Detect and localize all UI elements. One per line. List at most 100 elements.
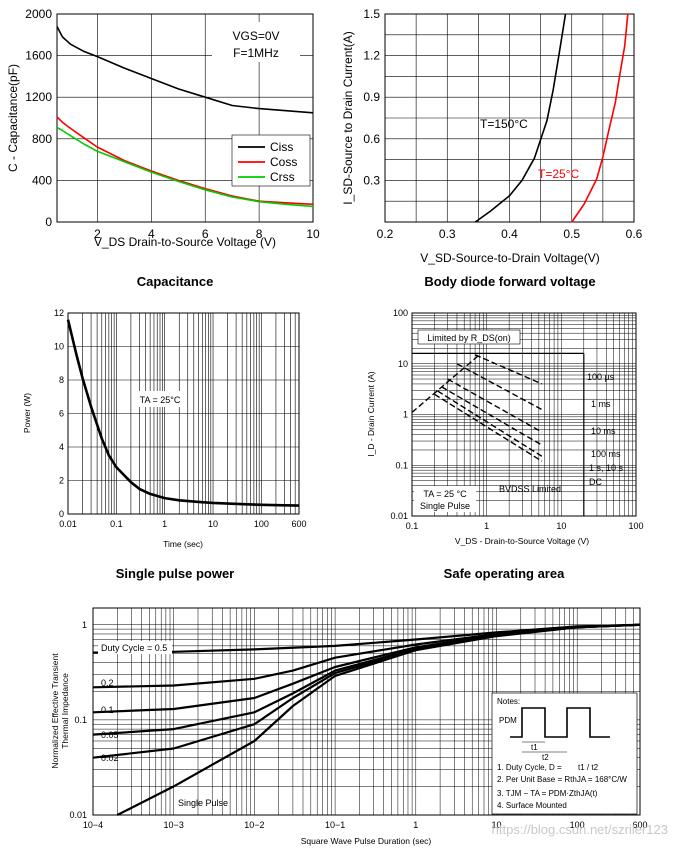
- soa-xtick-label: 100: [628, 521, 643, 531]
- diode-ylabel: I_SD-Source to Drain Current(A): [341, 31, 355, 204]
- soa-label-100us: 100 µs: [587, 372, 615, 382]
- pulse-ytick-label: 12: [54, 308, 64, 318]
- diode-title: Body diode forward voltage: [424, 274, 595, 289]
- soa-xtick-label: 0.1: [406, 521, 419, 531]
- pulse-xtick-label: 1: [162, 519, 167, 529]
- cap-ytick-label: 800: [32, 132, 52, 146]
- cap-ticks: 2 4 6 8 10 0 400 800 1200 1600 2000: [25, 7, 320, 241]
- notes-title: Notes:: [497, 697, 520, 706]
- cap-xtick-label: 2: [94, 227, 101, 241]
- diode-xlabel: V_SD-Source-to-Drain Voltage(V): [420, 251, 599, 265]
- pulse-xlabel: Time (sec): [163, 539, 203, 549]
- notes-line-4: 4. Surface Mounted: [497, 801, 567, 810]
- soa-rds-label: Limited by R_DS(on): [427, 333, 511, 343]
- thermal-label-05: Duty Cycle = 0.5: [101, 643, 167, 653]
- thermal-xtick-label: 10−2: [244, 820, 264, 830]
- cap-xlabel: V_DS Drain-to-Source Voltage (V): [94, 235, 276, 249]
- pulse-ytick-label: 2: [59, 476, 64, 486]
- cap-ylabel: C - Capacitance(pF): [6, 64, 20, 172]
- soa-rds-label-box: [417, 329, 521, 345]
- diode-lines: [474, 13, 629, 223]
- pulse-series-power: [66, 319, 300, 507]
- pulse-lines: [66, 319, 300, 507]
- cap-xtick-label: 10: [306, 227, 320, 241]
- thermal-notes-box: Notes: PDM t1 t2 1. Duty Cycle, D = t1 /…: [491, 692, 638, 815]
- diode-label-25c: T=25°C: [538, 167, 579, 181]
- notes-pdm: PDM: [499, 716, 517, 725]
- soa-ytick-label: 100: [393, 308, 408, 318]
- notes-line-1: 1. Duty Cycle, D =: [497, 763, 562, 772]
- cap-lines: [56, 26, 314, 208]
- thermal-xtick-label: 10−1: [325, 820, 345, 830]
- notes-line-2: 2. Per Unit Base = RthJA = 168°C/W: [497, 775, 627, 784]
- pulse-ytick-label: 8: [59, 375, 64, 385]
- thermal-label-01: 0.1: [101, 705, 114, 715]
- cap-annotation-box: [212, 22, 300, 62]
- soa-ytick-label: 10: [398, 359, 408, 369]
- pulse-ticks: 0 2 4 6 8 10 12 0.01 0.1 1 10 100 600: [54, 308, 307, 529]
- cap-legend-label: Ciss: [270, 140, 293, 154]
- cap-ytick-label: 2000: [25, 7, 52, 21]
- soa-series-10-ms: [447, 378, 543, 433]
- thermal-ylabel-line1: Normalized Effective Transient: [50, 653, 60, 769]
- diode-xtick-label: 0.2: [377, 227, 394, 241]
- soa-ylabel: I_D - Drain Current (A): [366, 371, 376, 457]
- soa-ytick-label: 1: [403, 410, 408, 420]
- soa-series-limited-by-rds-on-: [411, 354, 480, 413]
- cap-xtick-label: 6: [202, 227, 209, 241]
- diode-xtick-label: 0.5: [563, 227, 580, 241]
- soa-label-1s10s: 1 s, 10 s: [589, 463, 624, 473]
- notes-t2: t2: [542, 753, 549, 762]
- cap-xtick-label: 8: [256, 227, 263, 241]
- pulse-xtick-label: 0.1: [110, 519, 123, 529]
- pulse-ytick-label: 4: [59, 442, 64, 452]
- diode-ytick-label: 1.5: [363, 7, 380, 21]
- soa-series-100-ms: [441, 386, 543, 446]
- thermal-ytick-label: 1: [82, 620, 87, 630]
- thermal-label-002: 0.02: [101, 753, 119, 763]
- soa-annotation-single-pulse: Single Pulse: [420, 501, 470, 511]
- cap-ytick-label: 1600: [25, 49, 52, 63]
- thermal-grid: [92, 608, 641, 816]
- soa-annotation-bvdss: BVDSS Limited: [499, 484, 561, 494]
- thermal-xtick-label: 100: [570, 820, 585, 830]
- soa-ta-box: [414, 486, 476, 512]
- cap-annotation-vgs: VGS=0V: [232, 29, 279, 43]
- pulse-xtick-label: 0.01: [59, 519, 77, 529]
- pulse-ytick-label: 0: [59, 509, 64, 519]
- cap-ytick-label: 1200: [25, 90, 52, 104]
- soa-label-10ms: 10 ms: [591, 426, 616, 436]
- diode-xtick-label: 0.6: [626, 227, 643, 241]
- thermal-ticks: 10−4 10−3 10−2 10−1 1 10 100 600 0.01 0.1 1: [69, 620, 647, 830]
- notes-frame: [491, 692, 638, 815]
- soa-series-1-ms: [456, 363, 543, 411]
- cap-legend-label: Coss: [270, 155, 297, 169]
- diode-ytick-label: 0.9: [363, 90, 380, 104]
- thermal-label-box-05: [98, 641, 172, 654]
- cap-annotation-freq: F=1MHz: [233, 46, 279, 60]
- diode-ytick-label: 1.2: [363, 49, 380, 63]
- diode-xtick-label: 0.3: [439, 227, 456, 241]
- thermal-ytick-label: 0.1: [74, 715, 87, 725]
- cap-series-crss: [56, 126, 314, 208]
- thermal-xlabel: Square Wave Pulse Duration (sec): [301, 836, 432, 846]
- cap-ytick-label: 400: [32, 173, 52, 187]
- cap-xtick-label: 4: [148, 227, 155, 241]
- pulse-ytick-label: 6: [59, 409, 64, 419]
- pulse-title: Single pulse power: [116, 566, 234, 581]
- thermal-xtick-label: 1: [413, 820, 418, 830]
- diode-grid: [384, 13, 635, 222]
- soa-xtick-label: 10: [556, 521, 566, 531]
- soa-label-100ms: 100 ms: [591, 449, 621, 459]
- pulse-annotation-ta: TA = 25°C: [140, 395, 181, 405]
- cap-ytick-label: 0: [45, 215, 52, 229]
- thermal-lines: [92, 623, 641, 816]
- watermark: https://blog.csdn.net/szriler123: [492, 822, 668, 837]
- soa-title: Safe operating area: [444, 566, 565, 581]
- pulse-xtick-label: 600: [291, 519, 306, 529]
- cap-legend-label: Crss: [270, 170, 295, 184]
- body-diode-chart: 0.2 0.3 0.4 0.5 0.6 0.3 0.6 0.9 1.2 1.5 T=150°C T…: [341, 7, 643, 289]
